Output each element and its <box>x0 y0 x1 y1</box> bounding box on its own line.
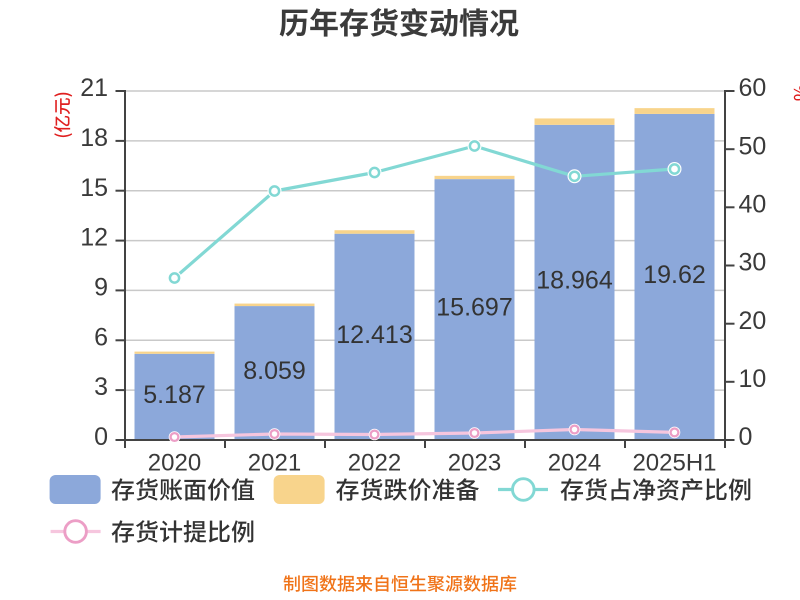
svg-text:0: 0 <box>94 423 108 451</box>
svg-text:21: 21 <box>80 74 108 102</box>
svg-text:0: 0 <box>739 423 753 451</box>
svg-text:60: 60 <box>739 74 767 102</box>
svg-text:2020: 2020 <box>148 450 201 477</box>
svg-text:8.059: 8.059 <box>243 357 306 385</box>
svg-text:50: 50 <box>739 132 767 160</box>
svg-text:15.697: 15.697 <box>436 294 512 322</box>
svg-text:6: 6 <box>94 323 108 351</box>
svg-text:18.964: 18.964 <box>536 267 613 295</box>
svg-text:15: 15 <box>80 174 108 202</box>
svg-text:19.62: 19.62 <box>643 261 706 289</box>
svg-text:30: 30 <box>739 249 767 277</box>
svg-text:2025H1: 2025H1 <box>632 450 716 477</box>
svg-text:2024: 2024 <box>548 450 601 477</box>
svg-text:3: 3 <box>94 373 108 401</box>
svg-text:12.413: 12.413 <box>336 321 412 349</box>
svg-text:9: 9 <box>94 274 108 302</box>
svg-text:2021: 2021 <box>248 450 301 477</box>
svg-text:20: 20 <box>739 307 767 335</box>
svg-text:2023: 2023 <box>448 450 501 477</box>
svg-text:18: 18 <box>80 124 108 152</box>
svg-text:40: 40 <box>739 190 767 218</box>
svg-text:5.187: 5.187 <box>143 381 206 409</box>
svg-text:12: 12 <box>80 224 108 252</box>
svg-text:10: 10 <box>739 365 767 393</box>
svg-text:2022: 2022 <box>348 450 401 477</box>
